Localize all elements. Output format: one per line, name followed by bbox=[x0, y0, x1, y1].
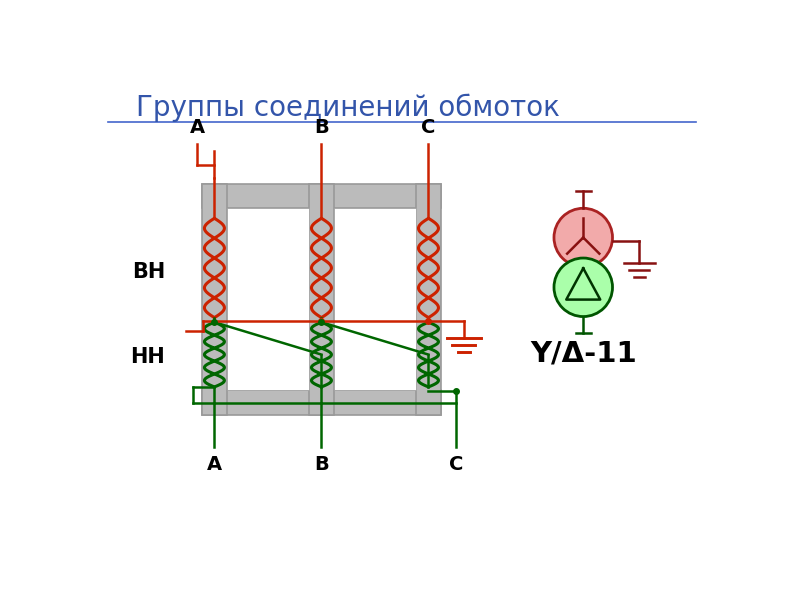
Text: НН: НН bbox=[130, 347, 165, 367]
Text: B: B bbox=[314, 118, 329, 137]
Text: A: A bbox=[207, 455, 222, 473]
Bar bbox=[416, 184, 441, 415]
Circle shape bbox=[554, 208, 613, 267]
Text: C: C bbox=[449, 455, 463, 473]
Text: B: B bbox=[314, 455, 329, 473]
Text: Y/Δ-11: Y/Δ-11 bbox=[530, 339, 637, 367]
Circle shape bbox=[554, 258, 613, 317]
Text: C: C bbox=[422, 118, 436, 137]
Bar bbox=[334, 208, 416, 390]
Text: ВН: ВН bbox=[132, 262, 165, 282]
Bar bbox=[226, 208, 309, 390]
Text: A: A bbox=[190, 118, 205, 137]
Text: Группы соединений обмоток: Группы соединений обмоток bbox=[137, 94, 560, 122]
Bar bbox=[202, 184, 441, 208]
Bar bbox=[309, 184, 334, 415]
Bar bbox=[202, 184, 226, 415]
Bar bbox=[202, 390, 441, 415]
